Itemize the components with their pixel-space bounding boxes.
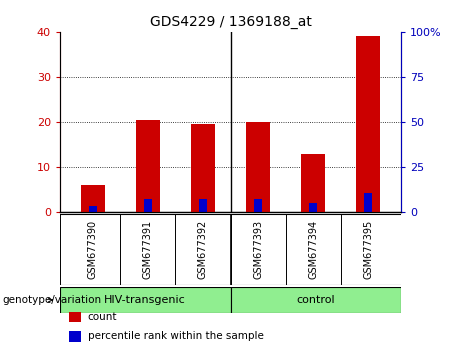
Bar <box>89 206 97 212</box>
Text: GSM677393: GSM677393 <box>253 220 263 279</box>
Text: GSM677392: GSM677392 <box>198 220 208 279</box>
Bar <box>190 124 215 212</box>
Bar <box>356 36 380 212</box>
Text: percentile rank within the sample: percentile rank within the sample <box>88 331 264 341</box>
Bar <box>364 193 372 212</box>
Bar <box>144 199 152 212</box>
Text: HIV-transgenic: HIV-transgenic <box>104 295 186 305</box>
Bar <box>199 199 207 212</box>
Text: control: control <box>296 295 335 305</box>
Bar <box>81 185 105 212</box>
Title: GDS4229 / 1369188_at: GDS4229 / 1369188_at <box>149 16 312 29</box>
Text: GSM677391: GSM677391 <box>143 220 153 279</box>
Text: count: count <box>88 312 117 322</box>
Bar <box>301 154 325 212</box>
Bar <box>60 287 230 313</box>
Bar <box>246 122 271 212</box>
Bar <box>254 199 262 212</box>
Text: GSM677395: GSM677395 <box>363 220 373 279</box>
Text: GSM677394: GSM677394 <box>308 220 318 279</box>
Bar <box>230 287 401 313</box>
Text: genotype/variation: genotype/variation <box>2 295 101 305</box>
Text: GSM677390: GSM677390 <box>88 220 98 279</box>
Bar <box>309 203 317 212</box>
Bar <box>136 120 160 212</box>
